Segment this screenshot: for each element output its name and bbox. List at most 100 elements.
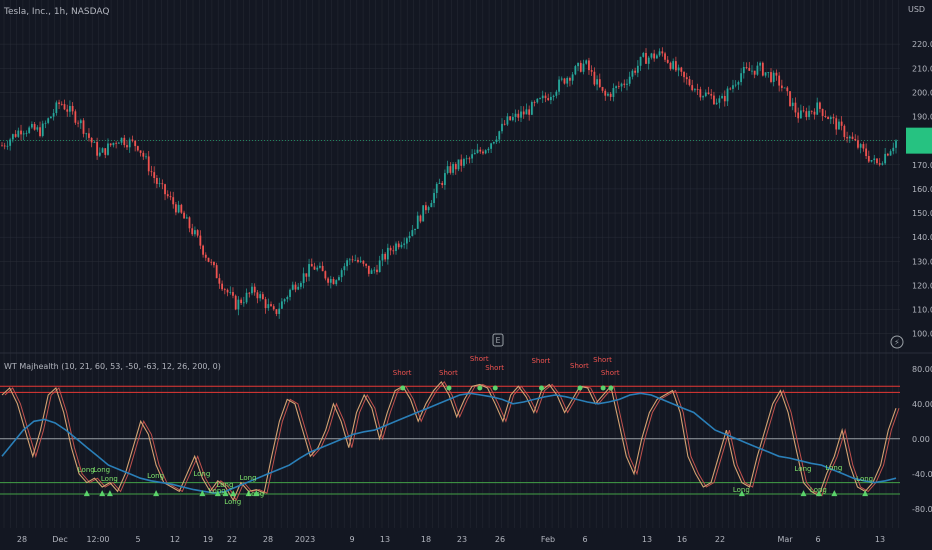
candle-body [405,238,408,244]
candle-body [653,53,656,59]
time-tick-label: Mar [777,535,793,544]
long-label: Long [733,486,750,494]
price-tick-label: 210.00 [912,64,932,73]
candle-body [794,102,797,113]
candle-body [734,84,737,86]
candle-body [188,217,191,229]
candle-body [886,153,889,156]
price-tick-label: 100.00 [912,330,932,339]
candle-body [460,159,463,166]
candle-body [889,151,892,156]
candle-body [161,183,164,185]
candle-body [253,286,256,293]
candle-body [395,243,397,251]
price-tick-label: 140.00 [912,233,932,242]
earnings-icon[interactable]: E [492,333,504,347]
time-tick-label: Dec [52,535,67,544]
candle-body [520,111,522,118]
candle-body [175,204,177,213]
long-label: Long [224,498,241,506]
time-tick-label: 16 [677,535,687,544]
candle-body [857,140,859,148]
candle-body [389,247,392,251]
candle-body [69,105,71,112]
long-label: Long [825,464,842,472]
candle-body [824,115,827,118]
candle-body [327,278,329,283]
candle-body [835,118,838,130]
candle-body [620,83,623,87]
candle-body [126,145,128,148]
long-label: Long [217,481,234,489]
time-tick-label: 9 [349,535,354,544]
candle-body [93,142,96,143]
candle-body [501,123,503,132]
candle-body [816,102,819,115]
candle-body [310,264,313,267]
candle-body [506,116,509,125]
symbol-title: Tesla, Inc., 1h, NASDAQ [3,7,109,17]
candle-body [251,286,253,294]
candle-body [278,308,281,314]
candle-body [169,196,172,198]
candle-body [408,235,411,239]
candle-body [1,145,3,147]
candle-body [30,124,33,128]
replay-icon[interactable]: ⚡ [890,335,904,349]
candle-body [180,204,183,213]
candle-body [840,121,843,126]
candle-body [316,267,319,270]
candle-body [359,260,362,262]
price-series [1,47,897,319]
candle-body [286,296,289,300]
price-tick-label: 150.00 [912,209,932,218]
candle-body [158,183,161,185]
candle-body [367,265,370,274]
candle-body [207,257,210,262]
candle-body [128,139,131,148]
candle-body [297,286,300,290]
candle-body [465,158,468,160]
short-label: Short [601,369,620,377]
candle-body [430,203,433,208]
long-label: Long [240,474,257,482]
candle-body [634,70,637,73]
candle-body [669,62,672,70]
long-label: Long [101,475,118,483]
candle-body [772,72,775,82]
candle-body [846,137,848,139]
candle-body [607,93,609,96]
candle-body [136,146,139,151]
candle-body [829,117,832,120]
candle-body [525,109,528,115]
long-marker [153,490,160,497]
candle-body [482,151,484,154]
candle-body [191,228,194,235]
candle-body [848,136,851,139]
candle-body [780,85,783,88]
candle-body [789,91,791,106]
candle-body [628,76,631,84]
candle-body [870,160,873,162]
candle-body [892,147,895,152]
long-label: Long [209,487,226,495]
candle-body [245,292,248,303]
candle-body [41,123,44,136]
candle-body [71,105,74,112]
candle-body [688,79,691,86]
candle-body [805,111,808,118]
candle-body [172,197,175,205]
candle-body [11,134,14,140]
candle-body [150,171,153,173]
price-tick-label: 170.00 [912,161,932,170]
candle-body [400,244,403,248]
candle-body [718,98,721,103]
candle-body [234,295,237,310]
candle-body [745,67,748,68]
candle-body [17,130,20,137]
time-tick-label: 23 [457,535,467,544]
candle-body [612,88,615,97]
candle-body [802,110,805,112]
